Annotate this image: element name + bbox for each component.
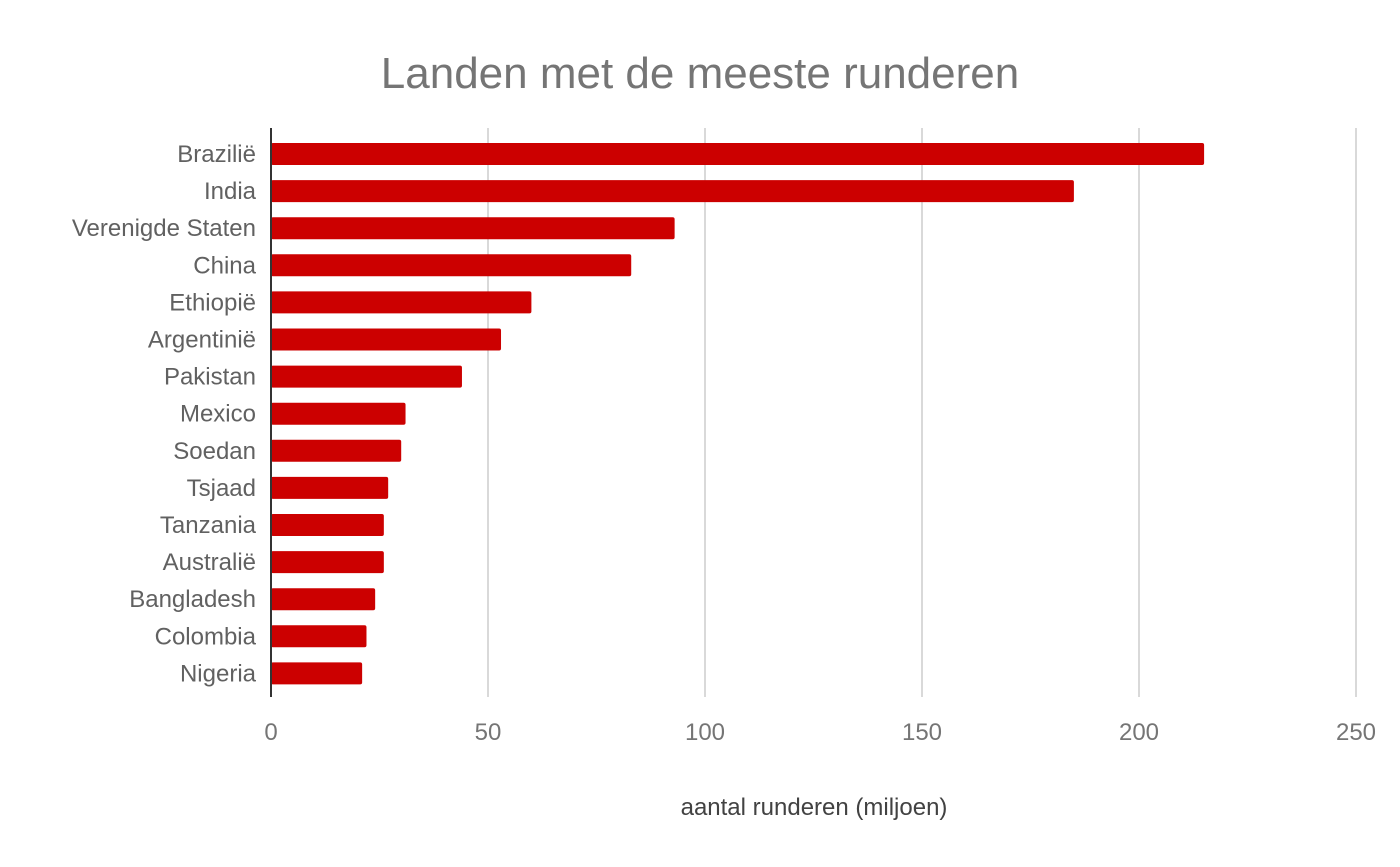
bar <box>271 439 402 462</box>
category-label: Pakistan <box>164 364 256 391</box>
category-label: Ethiopië <box>169 289 256 316</box>
category-label: Brazilië <box>177 141 256 168</box>
bar <box>271 217 675 240</box>
bar <box>271 402 406 425</box>
bar <box>271 551 384 574</box>
x-tick-label: 200 <box>1119 719 1159 746</box>
x-tick-label: 50 <box>475 719 502 746</box>
bar <box>271 328 502 351</box>
chart-title: Landen met de meeste runderen <box>381 49 1019 98</box>
category-label: Tanzania <box>160 512 257 539</box>
category-labels: Brazilië India Verenigde Staten China Ethiop… <box>72 141 257 687</box>
bar <box>271 254 632 277</box>
bar <box>271 514 384 536</box>
bars <box>271 143 1205 685</box>
bar <box>271 662 363 685</box>
bar <box>271 365 462 388</box>
bar <box>271 180 1074 203</box>
bar <box>271 625 367 648</box>
category-label: Nigeria <box>180 660 257 687</box>
category-label: Mexico <box>180 401 256 428</box>
x-axis-title: aantal runderen (miljoen) <box>681 794 948 821</box>
bar <box>271 588 376 611</box>
category-label: Soedan <box>173 438 256 465</box>
category-label: Bangladesh <box>129 586 256 613</box>
x-tick-label: 250 <box>1336 719 1376 746</box>
category-label: India <box>204 178 257 205</box>
x-tick-labels: 0 50 100 150 200 250 <box>264 719 1376 746</box>
category-label: Tsjaad <box>187 475 256 502</box>
category-label: Argentinië <box>148 327 256 354</box>
grid-lines <box>487 128 1357 697</box>
category-label: Verenigde Staten <box>72 215 256 242</box>
x-tick-label: 150 <box>902 719 942 746</box>
category-label: Colombia <box>155 623 257 650</box>
bar <box>271 476 389 499</box>
x-tick-label: 0 <box>264 719 277 746</box>
x-tick-label: 100 <box>685 719 725 746</box>
bar <box>271 143 1205 165</box>
category-label: Australië <box>163 549 256 576</box>
category-label: China <box>193 252 256 279</box>
bar <box>271 291 532 314</box>
